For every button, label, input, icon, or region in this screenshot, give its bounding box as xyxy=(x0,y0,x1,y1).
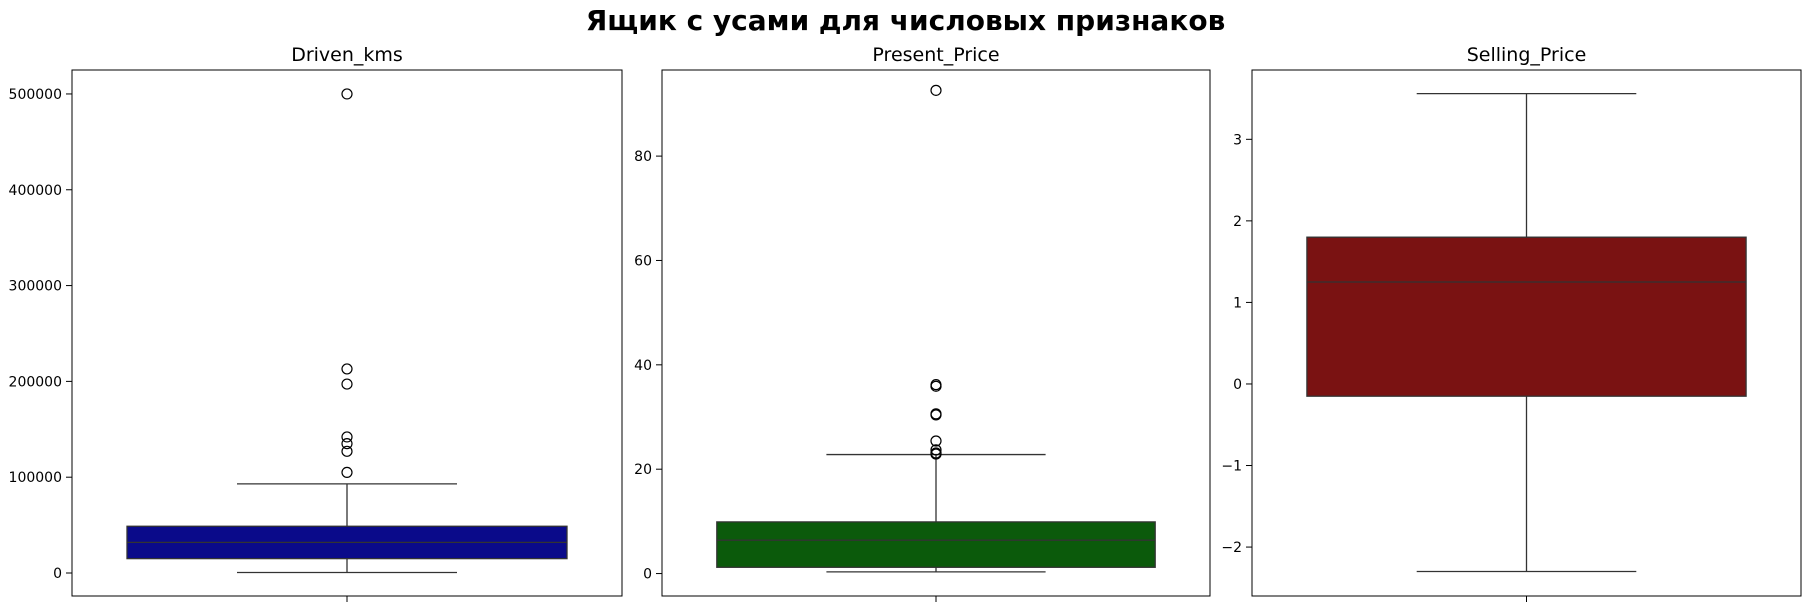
y-tick-label: 0 xyxy=(53,566,62,582)
subplot-1: Driven_kms 0 100000 200000 300000 400000 50000… xyxy=(9,44,623,602)
subplot-title: Driven_kms xyxy=(291,44,403,66)
outlier-point xyxy=(930,409,942,421)
y-tick-label: 60 xyxy=(634,253,652,269)
outlier-point xyxy=(341,363,353,375)
outlier-point xyxy=(341,445,353,457)
outlier-point xyxy=(930,380,942,392)
iqr-box xyxy=(1306,236,1747,397)
subplot-2: Present_Price 0 20 40 60 80 xyxy=(634,44,1211,602)
y-tick-label: 300000 xyxy=(9,279,62,295)
outlier-point xyxy=(930,444,942,456)
y-tick-label: 20 xyxy=(634,462,652,478)
outlier-point xyxy=(341,378,353,390)
outlier-point xyxy=(930,448,942,460)
outlier-point xyxy=(930,84,942,96)
y-tick-label: 0 xyxy=(643,567,652,583)
y-tick-label: 500000 xyxy=(9,87,62,103)
y-tick-label: 100000 xyxy=(9,470,62,486)
subplot-title: Present_Price xyxy=(872,44,999,66)
subplot-title: Selling_Price xyxy=(1467,44,1587,66)
figure-title: Ящик с усами для числовых признаков xyxy=(585,4,1226,37)
y-tick-label: 200000 xyxy=(9,374,62,390)
outlier-point xyxy=(341,431,353,443)
y-tick-label: 3 xyxy=(1233,132,1242,148)
y-tick-label: −2 xyxy=(1221,540,1242,556)
y-tick-label: 1 xyxy=(1233,295,1242,311)
iqr-box xyxy=(716,521,1156,568)
y-tick-label: 80 xyxy=(634,149,652,165)
y-tick-label: 2 xyxy=(1233,214,1242,230)
outlier-point xyxy=(930,435,942,447)
y-tick-label: −1 xyxy=(1221,459,1242,475)
y-tick-label: 0 xyxy=(1233,377,1242,393)
outlier-point xyxy=(341,466,353,479)
y-tick-label: 40 xyxy=(634,358,652,374)
subplot-3: Selling_Price −2 −1 0 1 2 3 xyxy=(1221,44,1802,602)
y-tick-label: 400000 xyxy=(9,183,62,199)
outlier-point xyxy=(341,438,353,450)
outlier-point xyxy=(341,88,353,100)
